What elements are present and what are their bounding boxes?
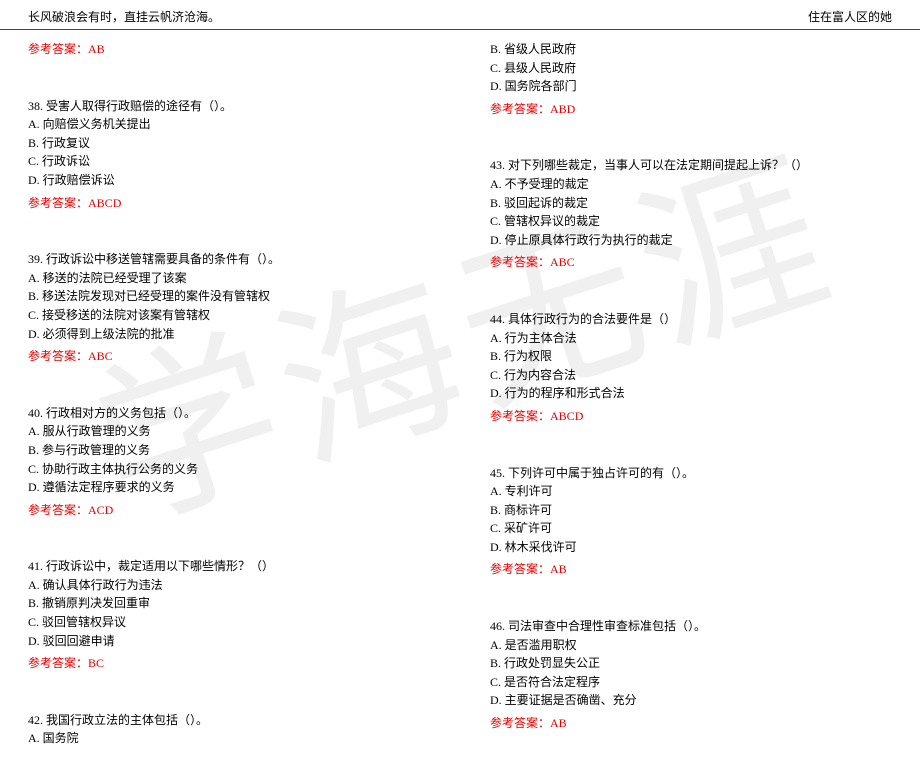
answer-label: 参考答案：BC xyxy=(28,654,430,673)
question-option: C. 驳回管辖权异议 xyxy=(28,613,430,632)
header-quote-left: 长风破浪会有时，直挂云帆济沧海。 xyxy=(28,8,220,25)
question-stem: 42. 我国行政立法的主体包括（）。 xyxy=(28,711,430,730)
question-stem: 41. 行政诉讼中，裁定适用以下哪些情形？（） xyxy=(28,557,430,576)
question-option: A. 是否滥用职权 xyxy=(490,636,892,655)
answer-value: ABC xyxy=(550,255,575,269)
question-option: B. 商标许可 xyxy=(490,501,892,520)
answer-value: BC xyxy=(88,656,104,670)
question-option: D. 行为的程序和形式合法 xyxy=(490,384,892,403)
header-quote-right: 住在富人区的她 xyxy=(808,8,892,25)
question-option: D. 行政赔偿诉讼 xyxy=(28,171,430,190)
question-stem: 40. 行政相对方的义务包括（）。 xyxy=(28,404,430,423)
answer-value: AB xyxy=(88,42,105,56)
question-stem: 38. 受害人取得行政赔偿的途径有（）。 xyxy=(28,97,430,116)
question-option: B. 行为权限 xyxy=(490,347,892,366)
question-option: C. 行政诉讼 xyxy=(28,152,430,171)
answer-block-prev: 参考答案：AB xyxy=(28,40,430,59)
question-stem: 45. 下列许可中属于独占许可的有（）。 xyxy=(490,464,892,483)
question-option: C. 接受移送的法院对该案有管辖权 xyxy=(28,306,430,325)
answer-label: 参考答案：ABD xyxy=(490,100,892,119)
answer-label-text: 参考答案： xyxy=(28,656,88,670)
answer-label: 参考答案：AB xyxy=(490,714,892,733)
question-option: D. 驳回回避申请 xyxy=(28,632,430,651)
answer-label-text: 参考答案： xyxy=(28,349,88,363)
page-header: 长风破浪会有时，直挂云帆济沧海。 住在富人区的她 xyxy=(0,0,920,30)
question-option: D. 遵循法定程序要求的义务 xyxy=(28,478,430,497)
answer-label-text: 参考答案： xyxy=(28,196,88,210)
answer-label-text: 参考答案： xyxy=(490,562,550,576)
answer-label: 参考答案：ACD xyxy=(28,501,430,520)
question-option: C. 管辖权异议的裁定 xyxy=(490,212,892,231)
answer-label: 参考答案：ABCD xyxy=(490,407,892,426)
answer-value: ACD xyxy=(88,503,113,517)
answer-label: 参考答案：ABC xyxy=(28,347,430,366)
question-option: B. 参与行政管理的义务 xyxy=(28,441,430,460)
question-option: D. 停止原具体行政行为执行的裁定 xyxy=(490,231,892,250)
question-42-continued: B. 省级人民政府 C. 县级人民政府 D. 国务院各部门 参考答案：ABD xyxy=(490,40,892,118)
question-option: C. 采矿许可 xyxy=(490,519,892,538)
left-column: 参考答案：AB 38. 受害人取得行政赔偿的途径有（）。 A. 向赔偿义务机关提… xyxy=(28,40,450,768)
question-40: 40. 行政相对方的义务包括（）。 A. 服从行政管理的义务 B. 参与行政管理… xyxy=(28,404,430,520)
question-option: B. 驳回起诉的裁定 xyxy=(490,194,892,213)
question-stem: 44. 具体行政行为的合法要件是（） xyxy=(490,310,892,329)
question-45: 45. 下列许可中属于独占许可的有（）。 A. 专利许可 B. 商标许可 C. … xyxy=(490,464,892,580)
question-option: B. 行政复议 xyxy=(28,134,430,153)
answer-label: 参考答案：AB xyxy=(490,560,892,579)
question-option: C. 协助行政主体执行公务的义务 xyxy=(28,460,430,479)
answer-value: ABC xyxy=(88,349,113,363)
question-option: B. 省级人民政府 xyxy=(490,40,892,59)
answer-value: ABCD xyxy=(550,409,583,423)
question-option: D. 主要证据是否确凿、充分 xyxy=(490,691,892,710)
answer-label: 参考答案：AB xyxy=(28,42,105,56)
question-option: A. 国务院 xyxy=(28,729,430,748)
answer-label-text: 参考答案： xyxy=(490,409,550,423)
answer-value: ABD xyxy=(550,102,575,116)
question-option: B. 移送法院发现对已经受理的案件没有管辖权 xyxy=(28,287,430,306)
question-option: B. 行政处罚显失公正 xyxy=(490,654,892,673)
question-option: A. 专利许可 xyxy=(490,482,892,501)
answer-label-text: 参考答案： xyxy=(490,255,550,269)
answer-label: 参考答案：ABC xyxy=(490,253,892,272)
question-option: A. 行为主体合法 xyxy=(490,329,892,348)
question-option: C. 县级人民政府 xyxy=(490,59,892,78)
right-column: B. 省级人民政府 C. 县级人民政府 D. 国务院各部门 参考答案：ABD 4… xyxy=(450,40,892,768)
answer-value: AB xyxy=(550,716,567,730)
answer-label-text: 参考答案： xyxy=(490,716,550,730)
question-option: A. 向赔偿义务机关提出 xyxy=(28,115,430,134)
question-46: 46. 司法审查中合理性审查标准包括（）。 A. 是否滥用职权 B. 行政处罚显… xyxy=(490,617,892,733)
question-38: 38. 受害人取得行政赔偿的途径有（）。 A. 向赔偿义务机关提出 B. 行政复… xyxy=(28,97,430,213)
question-option: A. 移送的法院已经受理了该案 xyxy=(28,269,430,288)
question-stem: 46. 司法审查中合理性审查标准包括（）。 xyxy=(490,617,892,636)
question-43: 43. 对下列哪些裁定，当事人可以在法定期间提起上诉？（） A. 不予受理的裁定… xyxy=(490,156,892,272)
question-42: 42. 我国行政立法的主体包括（）。 A. 国务院 xyxy=(28,711,430,748)
question-stem: 39. 行政诉讼中移送管辖需要具备的条件有（）。 xyxy=(28,250,430,269)
question-option: A. 服从行政管理的义务 xyxy=(28,422,430,441)
question-41: 41. 行政诉讼中，裁定适用以下哪些情形？（） A. 确认具体行政行为违法 B.… xyxy=(28,557,430,673)
answer-label: 参考答案：ABCD xyxy=(28,194,430,213)
question-option: C. 行为内容合法 xyxy=(490,366,892,385)
question-option: C. 是否符合法定程序 xyxy=(490,673,892,692)
answer-label-text: 参考答案： xyxy=(28,503,88,517)
question-option: D. 林木采伐许可 xyxy=(490,538,892,557)
question-option: D. 国务院各部门 xyxy=(490,77,892,96)
question-stem: 43. 对下列哪些裁定，当事人可以在法定期间提起上诉？（） xyxy=(490,156,892,175)
question-39: 39. 行政诉讼中移送管辖需要具备的条件有（）。 A. 移送的法院已经受理了该案… xyxy=(28,250,430,366)
question-option: B. 撤销原判决发回重审 xyxy=(28,594,430,613)
page-content: 参考答案：AB 38. 受害人取得行政赔偿的途径有（）。 A. 向赔偿义务机关提… xyxy=(0,30,920,778)
answer-label-text: 参考答案： xyxy=(490,102,550,116)
answer-value: ABCD xyxy=(88,196,121,210)
question-option: A. 不予受理的裁定 xyxy=(490,175,892,194)
question-44: 44. 具体行政行为的合法要件是（） A. 行为主体合法 B. 行为权限 C. … xyxy=(490,310,892,426)
question-option: A. 确认具体行政行为违法 xyxy=(28,576,430,595)
answer-value: AB xyxy=(550,562,567,576)
answer-label-text: 参考答案： xyxy=(28,42,88,56)
question-option: D. 必须得到上级法院的批准 xyxy=(28,325,430,344)
